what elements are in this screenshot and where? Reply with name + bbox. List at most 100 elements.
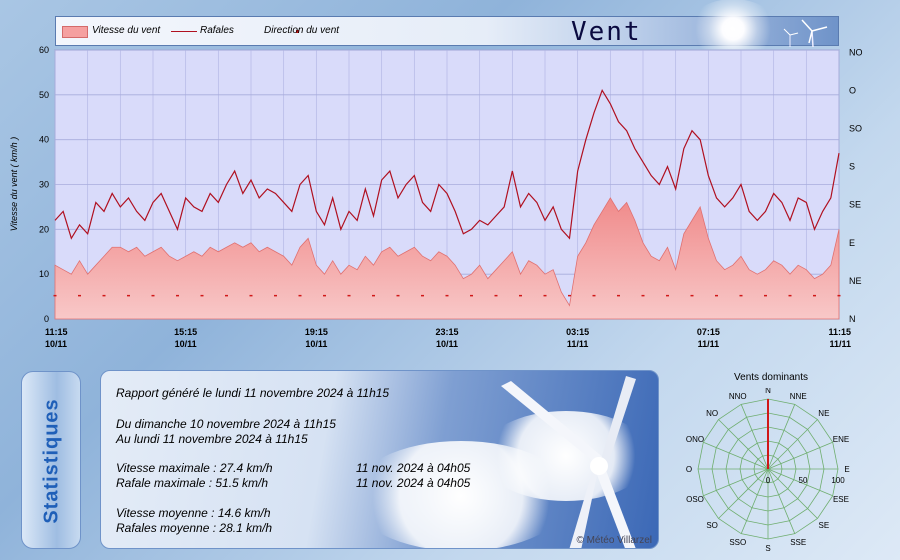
direction-marker xyxy=(690,294,694,297)
copyright: © Météo Villarzel xyxy=(576,535,652,546)
rose-spoke xyxy=(767,468,833,497)
y-tick-label: 0 xyxy=(44,314,49,324)
x-tick-label: 11:15 xyxy=(828,327,851,337)
series-layer xyxy=(53,88,841,320)
x-tick-label: 07:15 xyxy=(697,327,720,337)
direction-marker xyxy=(53,294,57,297)
y-tick-label: 60 xyxy=(39,45,49,55)
y2-tick-label: SE xyxy=(849,200,861,210)
period-from: Du dimanche 10 novembre 2024 à 11h15 xyxy=(116,417,336,431)
direction-marker xyxy=(249,294,253,297)
direction-marker xyxy=(323,294,326,297)
axes: 0 10 20 30 40 50 60 N NE E SE S SO O NO 11:15 10/11 15:15… xyxy=(39,45,863,349)
direction-marker xyxy=(347,294,351,297)
wind-turbine-image xyxy=(501,376,636,548)
avg-speed: Vitesse moyenne : 14.6 km/h xyxy=(116,506,271,520)
max-gust: Rafale maximale : 51.5 km/h xyxy=(116,476,269,490)
direction-marker xyxy=(764,294,767,297)
x-tick-date: 10/11 xyxy=(45,339,67,349)
y-tick-label: 10 xyxy=(39,269,49,279)
direction-marker xyxy=(372,294,375,297)
wind-chart: 0 10 20 30 40 50 60 N NE E SE S SO O NO 11:15 10/11 15:15… xyxy=(9,45,863,349)
x-tick-date: 11/11 xyxy=(698,339,720,349)
grid xyxy=(54,49,840,320)
direction-marker xyxy=(788,294,792,297)
legend-label-speed: Vitesse du vent xyxy=(92,25,161,36)
x-tick-date: 10/11 xyxy=(305,339,327,349)
rose-spoke xyxy=(718,419,769,470)
x-tick-label: 23:15 xyxy=(435,327,458,337)
rose-spoke xyxy=(767,404,796,470)
x-tick-label: 15:15 xyxy=(174,327,197,337)
x-tick-label: 03:15 xyxy=(566,327,589,337)
direction-marker xyxy=(127,294,130,297)
rose-direction-label: OSO xyxy=(686,495,704,504)
chart-legend: Vitesse du vent Rafales Direction du ven… xyxy=(55,0,839,59)
rose-spoke xyxy=(703,468,769,497)
rose-direction-label: E xyxy=(844,465,849,474)
rose-direction-label: NNO xyxy=(729,392,747,401)
direction-marker xyxy=(470,294,473,297)
rose-scale-label: 0 xyxy=(766,476,771,485)
legend-swatch-direction xyxy=(296,30,299,33)
y-tick-label: 20 xyxy=(39,224,49,234)
direction-marker xyxy=(200,294,204,297)
direction-marker xyxy=(274,294,277,297)
direction-marker xyxy=(592,294,596,297)
direction-marker xyxy=(739,294,743,297)
direction-marker xyxy=(641,294,645,297)
x-tick-date: 11/11 xyxy=(829,339,851,349)
direction-marker xyxy=(494,294,498,297)
rose-spoke xyxy=(767,468,818,519)
wind-turbine-icon xyxy=(783,19,828,47)
rose-direction-label: ESE xyxy=(833,495,849,504)
wind-rose-title: Vents dominants xyxy=(734,372,808,383)
rose-direction-label: NE xyxy=(818,409,829,418)
direction-marker xyxy=(837,294,841,297)
y-tick-label: 30 xyxy=(39,180,49,190)
rose-spoke xyxy=(703,441,769,470)
direction-marker xyxy=(445,294,449,297)
rose-direction-label: S xyxy=(765,544,770,553)
y2-tick-label: NE xyxy=(849,276,862,286)
direction-marker xyxy=(568,294,571,297)
x-tick-date: 10/11 xyxy=(175,339,197,349)
rose-spoke xyxy=(767,441,833,470)
max-speed: Vitesse maximale : 27.4 km/h xyxy=(116,461,273,475)
x-tick-date: 10/11 xyxy=(436,339,458,349)
x-tick-date: 11/11 xyxy=(567,339,589,349)
direction-marker xyxy=(421,294,424,297)
legend-swatch-gusts xyxy=(171,31,197,32)
cloud-image xyxy=(481,411,651,501)
rose-direction-label: SO xyxy=(706,521,718,530)
direction-marker xyxy=(519,294,522,297)
rose-spoke xyxy=(740,468,769,534)
direction-marker xyxy=(298,294,302,297)
y2-tick-label: NO xyxy=(849,47,863,57)
direction-marker xyxy=(176,294,179,297)
period-to: Au lundi 11 novembre 2024 à 11h15 xyxy=(116,432,308,446)
y2-tick-label: SO xyxy=(849,123,862,133)
direction-marker xyxy=(666,294,669,297)
direction-marker xyxy=(715,294,718,297)
statistics-tab-label: Statistiques xyxy=(40,398,63,524)
rose-direction-label: NNE xyxy=(790,392,807,401)
y-tick-label: 50 xyxy=(39,90,49,100)
x-tick-label: 11:15 xyxy=(45,327,68,337)
gusts-line xyxy=(54,88,840,240)
direction-marker xyxy=(396,294,400,297)
statistics-tab[interactable]: Statistiques xyxy=(21,371,81,549)
rose-spoke xyxy=(767,468,796,534)
legend-swatch-speed xyxy=(62,26,88,38)
rose-direction-label: N xyxy=(765,388,771,395)
direction-marker xyxy=(225,294,228,297)
rose-scale-label: 100 xyxy=(831,476,845,485)
rose-spoke xyxy=(767,419,818,470)
direction-marker xyxy=(813,294,816,297)
y2-tick-label: S xyxy=(849,162,855,172)
x-tick-label: 19:15 xyxy=(305,327,328,337)
sun-glow xyxy=(688,0,778,59)
rose-spoke xyxy=(740,404,769,470)
report-date: Rapport généré le lundi 11 novembre 2024… xyxy=(116,386,390,400)
legend-label-gusts: Rafales xyxy=(200,25,234,36)
